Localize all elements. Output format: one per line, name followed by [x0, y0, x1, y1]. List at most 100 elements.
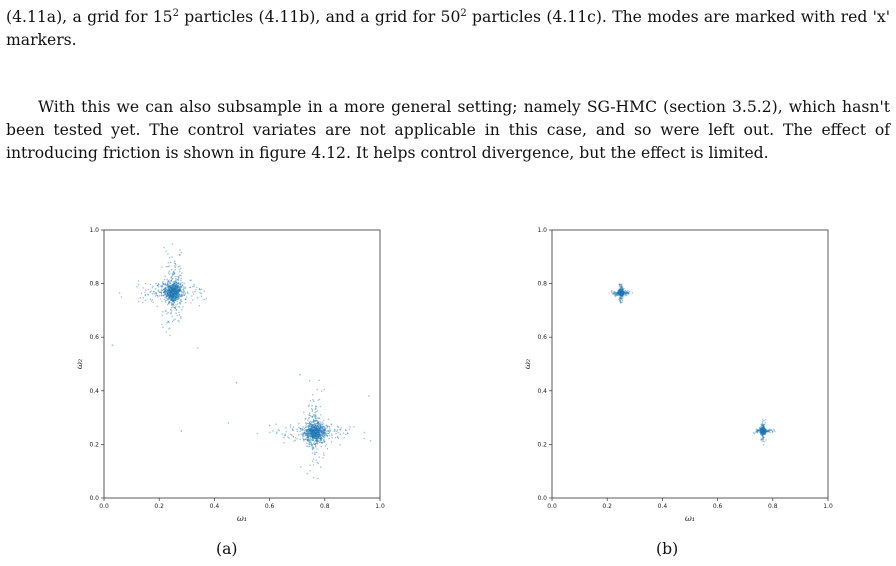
data-point — [619, 291, 621, 294]
data-point — [172, 289, 175, 292]
data-point — [173, 288, 176, 291]
data-point — [619, 284, 621, 286]
data-point — [762, 432, 765, 434]
data-point — [316, 433, 319, 435]
data-point — [758, 431, 760, 433]
data-point — [322, 436, 324, 438]
data-point — [310, 432, 313, 435]
data-point — [620, 291, 622, 294]
data-point — [328, 434, 331, 437]
data-point — [318, 398, 321, 401]
data-point — [175, 293, 178, 295]
data-point — [762, 430, 765, 432]
data-point — [619, 291, 621, 293]
data-point — [170, 280, 172, 282]
data-point — [316, 423, 318, 425]
data-point — [315, 437, 318, 440]
data-point — [763, 431, 765, 433]
data-point — [310, 431, 313, 434]
data-point — [178, 287, 180, 289]
data-point — [610, 290, 613, 293]
data-point — [315, 439, 317, 441]
data-point — [320, 423, 323, 426]
data-point — [334, 430, 336, 432]
data-point — [177, 279, 180, 281]
data-point — [177, 281, 180, 284]
y-tick-label: 1.0 — [89, 227, 99, 234]
data-point — [621, 290, 623, 292]
data-point — [617, 294, 619, 297]
data-point — [760, 432, 763, 434]
data-point — [174, 285, 177, 287]
data-point — [619, 293, 622, 295]
data-point — [316, 438, 318, 440]
data-point — [621, 290, 623, 293]
data-point — [174, 283, 177, 285]
data-point — [313, 420, 316, 423]
data-point — [318, 428, 320, 430]
data-point — [158, 294, 161, 297]
data-point — [175, 283, 178, 286]
data-point — [178, 289, 181, 292]
data-point — [761, 432, 764, 434]
data-point — [311, 433, 313, 436]
data-point — [320, 437, 322, 440]
data-point — [168, 293, 171, 295]
data-point — [312, 433, 315, 436]
data-point — [622, 291, 624, 293]
data-point — [179, 288, 181, 291]
data-point — [764, 430, 767, 433]
data-point — [619, 291, 622, 293]
data-point — [761, 429, 763, 432]
data-point — [166, 284, 168, 287]
data-point — [296, 438, 298, 440]
data-point — [173, 289, 175, 292]
data-point — [761, 431, 763, 434]
data-point — [182, 288, 184, 291]
data-point — [620, 292, 623, 295]
data-point — [323, 425, 325, 428]
data-point — [762, 434, 764, 436]
data-point — [620, 291, 623, 293]
data-point — [313, 431, 316, 434]
data-point — [762, 429, 764, 432]
data-point — [176, 296, 179, 298]
data-point — [763, 429, 766, 432]
data-point — [168, 288, 171, 291]
data-point — [756, 431, 758, 433]
data-point — [177, 290, 179, 292]
data-point — [762, 428, 764, 430]
data-point — [290, 434, 293, 436]
data-point — [321, 442, 323, 444]
data-point — [175, 284, 178, 287]
data-point — [175, 281, 178, 284]
data-point — [321, 431, 323, 434]
data-point — [760, 432, 762, 435]
data-point — [764, 429, 766, 432]
data-point — [328, 425, 330, 428]
data-point — [617, 292, 620, 294]
data-point — [321, 430, 324, 433]
data-point — [763, 430, 765, 433]
data-point — [315, 429, 318, 431]
data-point — [181, 293, 184, 295]
data-point — [318, 430, 320, 432]
data-point — [169, 261, 172, 263]
data-point — [307, 431, 310, 434]
data-point — [618, 292, 621, 294]
data-point — [761, 431, 764, 434]
data-point — [319, 430, 322, 432]
data-point — [285, 431, 288, 433]
data-point — [176, 297, 178, 299]
data-point — [312, 426, 314, 429]
data-point — [192, 293, 195, 295]
data-point — [319, 430, 321, 432]
data-point — [181, 308, 183, 311]
data-point — [171, 284, 174, 286]
data-point — [161, 284, 163, 287]
data-point — [767, 430, 770, 433]
data-point — [168, 288, 170, 291]
data-point — [164, 292, 166, 295]
data-point — [171, 295, 173, 298]
data-point — [621, 290, 623, 292]
